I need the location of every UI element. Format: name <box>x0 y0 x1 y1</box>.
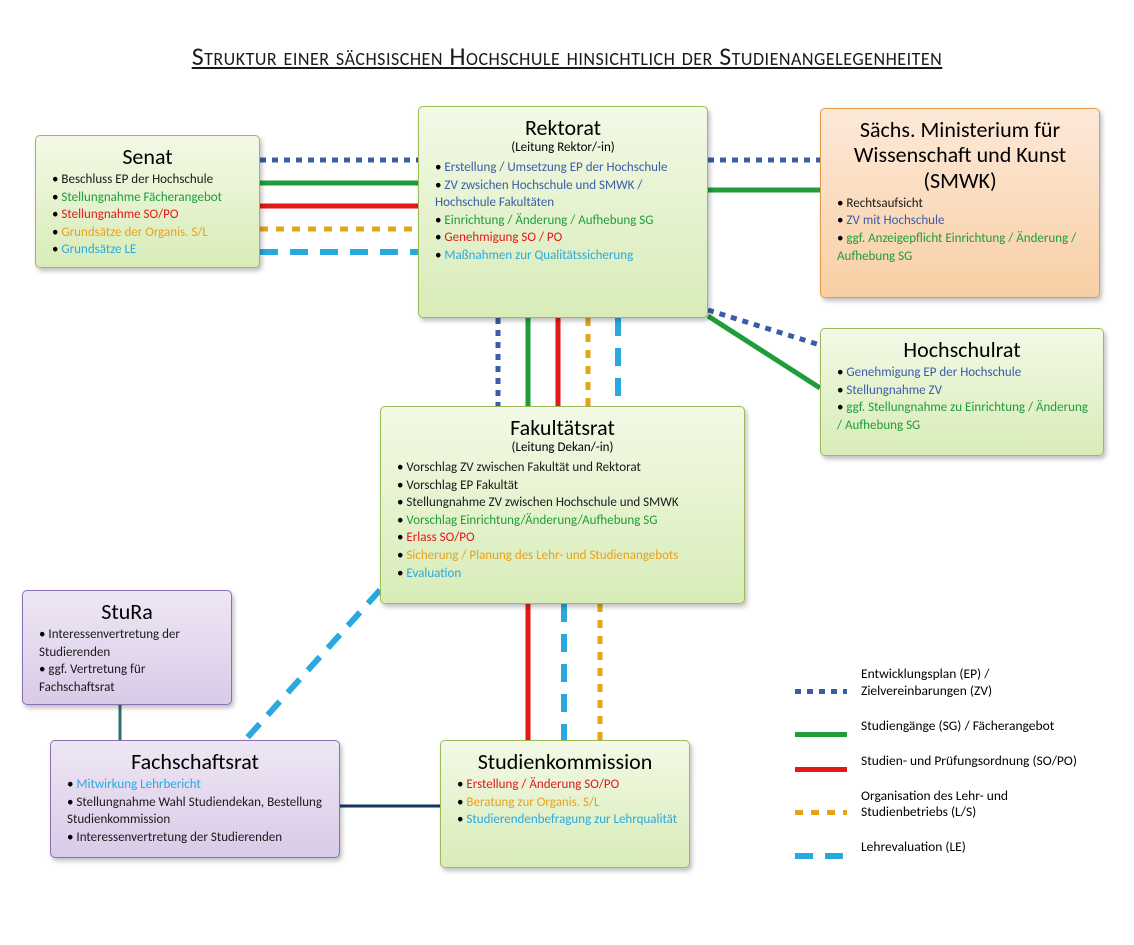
node-title: StuRa <box>33 599 221 624</box>
node-item: Vorschlag EP Fakultät <box>397 477 734 495</box>
node-item: Grundsätze LE <box>52 241 249 259</box>
node-item: Vorschlag ZV zwischen Fakultät und Rekto… <box>397 459 734 477</box>
node-item: Einrichtung / Änderung / Aufhebung SG <box>435 212 697 230</box>
node-fakrat: Fakultätsrat(Leitung Dekan/-in) Vorschlag… <box>380 406 745 604</box>
node-item: Stellungnahme SO/PO <box>52 206 249 224</box>
node-items: Vorschlag ZV zwischen Fakultät und Rekto… <box>391 459 734 582</box>
node-item: Stellungnahme Fächerangebot <box>52 189 249 207</box>
node-title: Fachschaftsrat <box>61 749 329 774</box>
node-items: RechtsaufsichtZV mit Hochschuleggf. Anze… <box>831 195 1089 265</box>
node-title: Hochschulrat <box>831 337 1093 362</box>
node-item: Beschluss EP der Hochschule <box>52 171 249 189</box>
legend-row: Studien- und Prüfungsordnung (SO/PO) <box>795 753 1091 770</box>
legend-label: Organisation des Lehr- und Studienbetrie… <box>861 788 1091 822</box>
edge <box>238 590 380 748</box>
node-item: Stellungnahme Wahl Studiendekan, Bestell… <box>67 794 329 829</box>
legend-row: Organisation des Lehr- und Studienbetrie… <box>795 788 1091 822</box>
node-item: ggf. Stellungnahme zu Einrichtung / Ände… <box>837 399 1093 434</box>
legend-row: Entwicklungsplan (EP) / Zielvereinbarung… <box>795 666 1091 700</box>
node-item: Beratung zur Organis. S/L <box>457 794 679 812</box>
node-subtitle: (Leitung Rektor/-in) <box>429 140 697 155</box>
node-item: Maßnahmen zur Qualitätssicherung <box>435 247 697 265</box>
node-item: Sicherung / Planung des Lehr- und Studie… <box>397 547 734 565</box>
node-item: Rechtsaufsicht <box>837 195 1089 213</box>
node-items: Mitwirkung LehrberichtStellungnahme Wahl… <box>61 776 329 846</box>
node-fsr: FachschaftsratMitwirkung LehrberichtStel… <box>50 740 340 858</box>
node-item: Grundsätze der Organis. S/L <box>52 224 249 242</box>
node-smwk: Sächs. Ministerium für Wissenschaft und … <box>820 108 1100 298</box>
legend-row: Studiengänge (SG) / Fächerangebot <box>795 718 1091 735</box>
node-item: Studierendenbefragung zur Lehrqualität <box>457 811 679 829</box>
node-item: Erlass SO/PO <box>397 529 734 547</box>
node-item: Genehmigung SO / PO <box>435 229 697 247</box>
node-items: Erstellung / Änderung SO/POBeratung zur … <box>451 776 679 829</box>
node-item: Stellungnahme ZV zwischen Hochschule und… <box>397 494 734 512</box>
legend-label: Lehrevaluation (LE) <box>861 839 966 856</box>
node-items: Interessenvertretung der Studierendenggf… <box>33 626 221 696</box>
node-item: Interessenvertretung der Studierenden <box>67 829 329 847</box>
legend-label: Studiengänge (SG) / Fächerangebot <box>861 718 1054 735</box>
node-stura: StuRaInteressenvertretung der Studierend… <box>22 590 232 705</box>
node-rektorat: Rektorat(Leitung Rektor/-in) Erstellung /… <box>418 106 708 318</box>
node-item: ggf. Vertretung für Fachschaftsrat <box>39 661 221 696</box>
node-title: Senat <box>46 144 249 169</box>
node-title: Fakultätsrat <box>391 415 734 440</box>
node-item: ZV zwsichen Hochschule und SMWK / Hochsc… <box>435 177 697 212</box>
node-item: ZV mit Hochschule <box>837 212 1089 230</box>
node-title: Rektorat <box>429 115 697 140</box>
edge <box>708 310 820 345</box>
node-item: Erstellung / Änderung SO/PO <box>457 776 679 794</box>
node-items: Genehmigung EP der HochschuleStellungnah… <box>831 364 1093 434</box>
node-item: Evaluation <box>397 565 734 583</box>
node-senat: SenatBeschluss EP der HochschuleStellung… <box>35 135 260 268</box>
node-subtitle: (Leitung Dekan/-in) <box>391 440 734 455</box>
node-item: Mitwirkung Lehrbericht <box>67 776 329 794</box>
legend: Entwicklungsplan (EP) / Zielvereinbarung… <box>795 666 1091 874</box>
node-item: Genehmigung EP der Hochschule <box>837 364 1093 382</box>
node-item: Stellungnahme ZV <box>837 382 1093 400</box>
node-stuko: StudienkommissionErstellung / Änderung S… <box>440 740 690 868</box>
edge <box>708 316 820 388</box>
legend-row: Lehrevaluation (LE) <box>795 839 1091 856</box>
page-title: Struktur einer sächsischen Hochschule hi… <box>0 40 1134 72</box>
node-items: Erstellung / Umsetzung EP der Hochschule… <box>429 159 697 264</box>
node-item: ggf. Anzeigepflicht Einrichtung / Änderu… <box>837 230 1089 265</box>
legend-label: Entwicklungsplan (EP) / Zielvereinbarung… <box>861 666 1091 700</box>
node-title: Studienkommission <box>451 749 679 774</box>
node-items: Beschluss EP der HochschuleStellungnahme… <box>46 171 249 259</box>
node-item: Interessenvertretung der Studierenden <box>39 626 221 661</box>
legend-label: Studien- und Prüfungsordnung (SO/PO) <box>861 753 1077 770</box>
node-item: Erstellung / Umsetzung EP der Hochschule <box>435 159 697 177</box>
node-item: Vorschlag Einrichtung/Änderung/Aufhebung… <box>397 512 734 530</box>
node-title: Sächs. Ministerium für Wissenschaft und … <box>831 117 1089 193</box>
node-hsr: HochschulratGenehmigung EP der Hochschul… <box>820 328 1104 456</box>
